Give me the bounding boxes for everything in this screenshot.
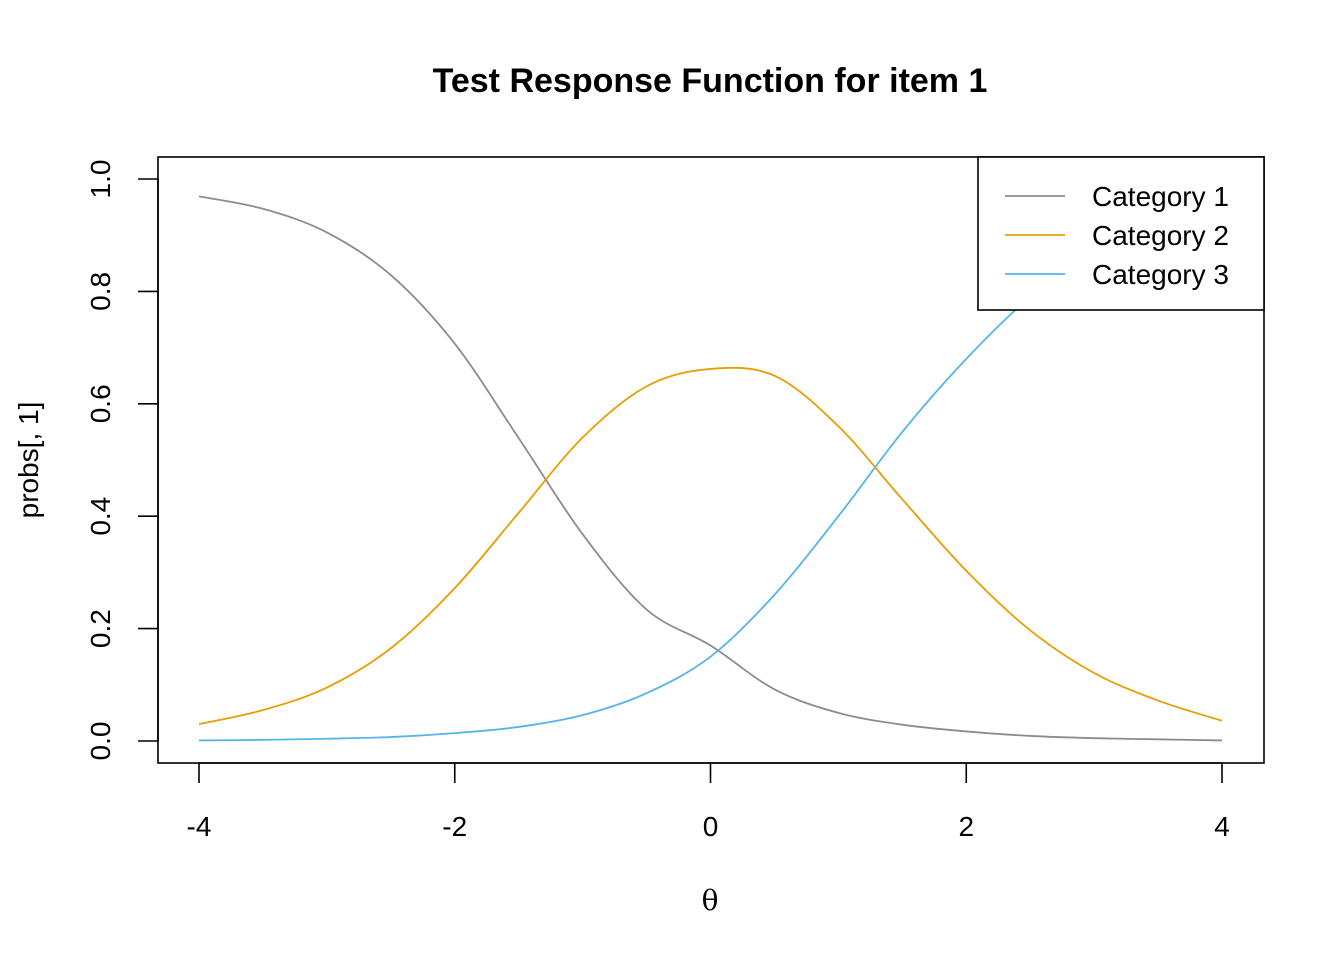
legend-box xyxy=(977,156,1265,311)
y-tick-label: 0.4 xyxy=(85,497,116,536)
x-tick-label: -2 xyxy=(442,811,467,842)
x-tick-label: -4 xyxy=(187,811,212,842)
y-axis: 0.0 0.2 0.4 0.6 0.8 1.0 xyxy=(85,160,159,761)
y-tick-label: 0.0 xyxy=(85,722,116,761)
y-tick-label: 0.8 xyxy=(85,272,116,311)
y-tick-label: 0.6 xyxy=(85,384,116,423)
legend-label-category-1: Category 1 xyxy=(1092,181,1229,212)
series-line-category-1 xyxy=(198,195,1223,742)
legend-label-category-3: Category 3 xyxy=(1092,259,1229,290)
chart-title: Test Response Function for item 1 xyxy=(433,62,988,100)
x-axis: -4 -2 0 2 4 xyxy=(187,762,1230,842)
x-tick-label: 0 xyxy=(703,811,719,842)
x-axis-label: θ xyxy=(702,884,719,917)
y-tick-label: 1.0 xyxy=(85,160,116,199)
x-tick-label: 4 xyxy=(1214,811,1230,842)
y-tick-label: 0.2 xyxy=(85,609,116,648)
x-tick-label: 2 xyxy=(958,811,974,842)
series-line-category-2 xyxy=(198,366,1223,726)
y-axis-label: probs[, 1] xyxy=(13,402,44,519)
legend: Category 1 Category 2 Category 3 xyxy=(977,156,1265,311)
legend-label-category-2: Category 2 xyxy=(1092,220,1229,251)
